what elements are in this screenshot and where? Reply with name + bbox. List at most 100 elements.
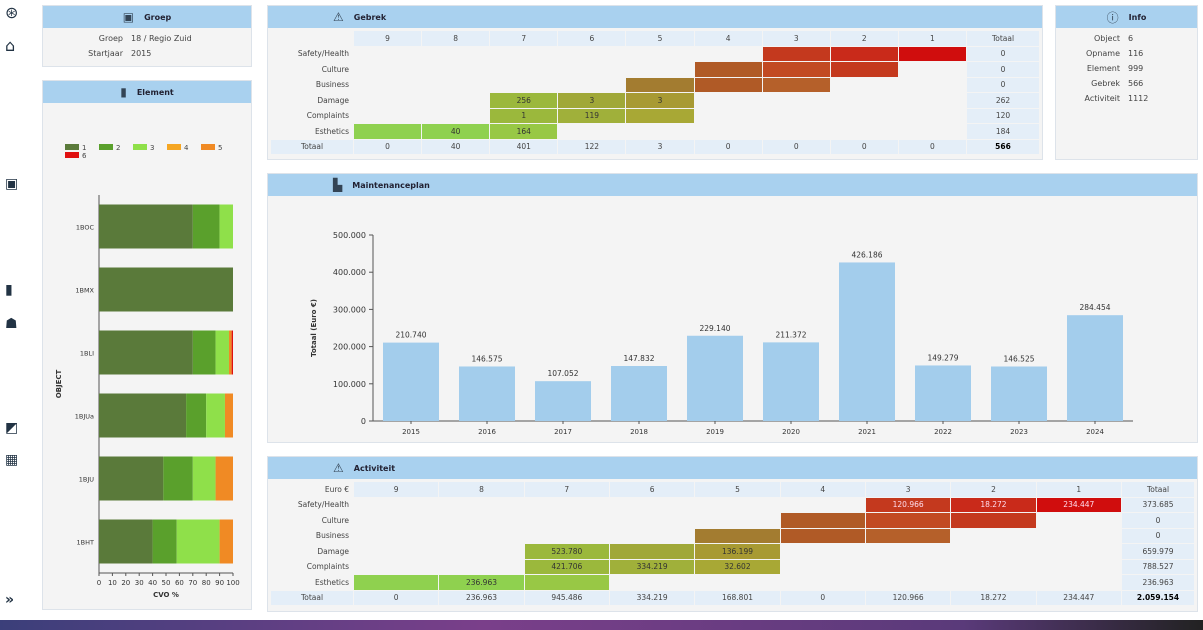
matrix-cell[interactable] — [899, 109, 966, 124]
matrix-cell[interactable] — [866, 544, 950, 559]
column-header[interactable]: 8 — [422, 31, 490, 46]
column-header[interactable]: 4 — [780, 482, 865, 497]
matrix-cell[interactable]: 32.602 — [695, 559, 780, 574]
matrix-cell[interactable] — [951, 513, 1036, 528]
column-header[interactable]: 7 — [490, 31, 558, 46]
back-icon[interactable]: ⊛ — [5, 3, 19, 22]
matrix-cell[interactable] — [694, 77, 762, 92]
matrix-cell[interactable] — [354, 78, 421, 93]
matrix-cell[interactable] — [1037, 544, 1121, 559]
matrix-cell[interactable] — [1037, 529, 1121, 544]
column-header[interactable]: 6 — [558, 31, 626, 46]
matrix-cell[interactable] — [354, 47, 421, 62]
column-header[interactable]: 4 — [694, 31, 762, 46]
matrix-cell[interactable] — [626, 77, 694, 92]
column-header[interactable]: 1 — [1036, 482, 1121, 497]
matrix-cell[interactable] — [695, 109, 762, 124]
column-header[interactable]: 3 — [762, 31, 830, 46]
matrix-cell[interactable]: 421.706 — [524, 559, 609, 574]
matrix-cell[interactable] — [695, 513, 779, 528]
matrix-cell[interactable] — [439, 529, 523, 544]
matrix-cell[interactable] — [354, 93, 421, 108]
matrix-cell[interactable] — [695, 124, 762, 139]
matrix-cell[interactable] — [354, 109, 421, 124]
matrix-cell[interactable]: 18.272 — [951, 497, 1036, 512]
matrix-cell[interactable]: 523.780 — [524, 544, 609, 559]
matrix-cell[interactable] — [951, 529, 1035, 544]
matrix-cell[interactable] — [831, 93, 898, 108]
matrix-cell[interactable] — [781, 544, 865, 559]
matrix-cell[interactable] — [558, 78, 625, 93]
matrix-cell[interactable] — [763, 109, 830, 124]
chart-icon[interactable]: ◩ — [5, 420, 19, 436]
taskbar[interactable] — [0, 620, 1203, 630]
matrix-cell[interactable]: 236.963 — [439, 575, 524, 590]
calendar-icon[interactable]: ▣ — [5, 176, 19, 192]
matrix-cell[interactable] — [354, 529, 438, 544]
matrix-cell[interactable] — [695, 93, 762, 108]
matrix-cell[interactable] — [422, 109, 489, 124]
matrix-cell[interactable] — [762, 62, 830, 77]
matrix-cell[interactable] — [610, 498, 694, 513]
matrix-cell[interactable] — [762, 46, 830, 61]
matrix-cell[interactable] — [695, 47, 762, 62]
matrix-cell[interactable] — [695, 528, 780, 543]
matrix-cell[interactable] — [422, 93, 489, 108]
matrix-cell[interactable] — [695, 575, 779, 590]
matrix-cell[interactable] — [626, 124, 693, 139]
matrix-cell[interactable] — [781, 575, 865, 590]
column-header[interactable]: 2 — [951, 482, 1036, 497]
report-icon[interactable]: ▦ — [5, 452, 19, 468]
matrix-cell[interactable] — [626, 47, 693, 62]
matrix-cell[interactable] — [609, 544, 695, 559]
matrix-cell[interactable] — [780, 528, 865, 543]
matrix-cell[interactable]: 3 — [626, 93, 694, 108]
matrix-cell[interactable] — [354, 560, 438, 575]
matrix-cell[interactable] — [354, 513, 438, 528]
element-icon[interactable]: ▮ — [5, 282, 13, 298]
matrix-cell[interactable] — [354, 575, 439, 590]
matrix-cell[interactable] — [354, 544, 438, 559]
matrix-cell[interactable] — [694, 62, 762, 77]
matrix-cell[interactable]: 3 — [558, 93, 626, 108]
matrix-cell[interactable]: 120.966 — [865, 497, 951, 512]
matrix-cell[interactable] — [422, 47, 489, 62]
matrix-cell[interactable] — [831, 109, 898, 124]
matrix-cell[interactable] — [439, 498, 523, 513]
matrix-cell[interactable] — [866, 560, 950, 575]
matrix-cell[interactable]: 234.447 — [1036, 497, 1121, 512]
matrix-cell[interactable] — [951, 575, 1035, 590]
matrix-cell[interactable] — [439, 513, 523, 528]
matrix-cell[interactable] — [558, 47, 625, 62]
matrix-cell[interactable] — [490, 62, 557, 77]
matrix-cell[interactable] — [763, 124, 830, 139]
matrix-cell[interactable] — [1037, 513, 1121, 528]
matrix-cell[interactable] — [865, 513, 951, 528]
matrix-cell[interactable] — [525, 498, 609, 513]
matrix-cell[interactable] — [695, 498, 779, 513]
matrix-cell[interactable] — [781, 560, 865, 575]
matrix-cell[interactable]: 1 — [490, 108, 558, 123]
matrix-cell[interactable] — [780, 513, 865, 528]
objects-icon[interactable]: ☗ — [5, 316, 18, 332]
column-header[interactable]: 1 — [898, 31, 966, 46]
matrix-cell[interactable] — [490, 47, 557, 62]
matrix-cell[interactable] — [490, 78, 557, 93]
matrix-cell[interactable] — [525, 529, 609, 544]
column-header[interactable]: 5 — [695, 482, 780, 497]
column-header[interactable]: 9 — [354, 482, 439, 497]
column-header[interactable]: 6 — [609, 482, 695, 497]
matrix-cell[interactable] — [899, 78, 966, 93]
matrix-cell[interactable]: 256 — [490, 93, 558, 108]
matrix-cell[interactable] — [422, 62, 489, 77]
matrix-cell[interactable] — [830, 46, 898, 61]
matrix-cell[interactable] — [831, 124, 898, 139]
matrix-cell[interactable] — [354, 62, 421, 77]
matrix-cell[interactable] — [439, 560, 523, 575]
home-icon[interactable]: ⌂ — [5, 36, 16, 55]
matrix-cell[interactable]: 334.219 — [609, 559, 695, 574]
matrix-cell[interactable] — [762, 77, 830, 92]
matrix-cell[interactable] — [354, 124, 422, 139]
column-header[interactable]: 2 — [830, 31, 898, 46]
column-header[interactable]: 9 — [354, 31, 422, 46]
